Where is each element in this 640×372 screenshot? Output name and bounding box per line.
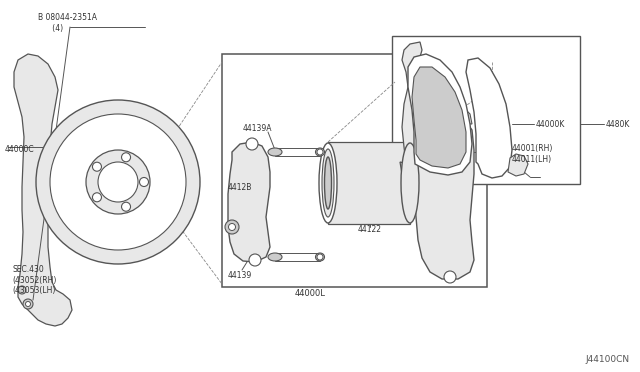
Polygon shape xyxy=(412,67,466,168)
Polygon shape xyxy=(400,42,422,180)
Polygon shape xyxy=(408,54,472,175)
Circle shape xyxy=(228,224,236,231)
Ellipse shape xyxy=(316,148,324,156)
Ellipse shape xyxy=(401,143,419,223)
Polygon shape xyxy=(466,58,512,178)
Text: 44000K: 44000K xyxy=(536,119,565,128)
Ellipse shape xyxy=(268,148,282,156)
Ellipse shape xyxy=(322,149,334,217)
Polygon shape xyxy=(430,102,472,124)
Text: 44139: 44139 xyxy=(228,270,252,279)
Circle shape xyxy=(444,271,456,283)
Text: 44122: 44122 xyxy=(358,224,382,234)
Circle shape xyxy=(86,150,150,214)
Bar xyxy=(328,142,410,224)
Text: B 08044-2351A
      (4): B 08044-2351A (4) xyxy=(38,13,97,33)
Circle shape xyxy=(122,153,131,162)
Circle shape xyxy=(317,254,323,260)
Polygon shape xyxy=(14,54,72,326)
Ellipse shape xyxy=(268,253,282,261)
Text: 4412B: 4412B xyxy=(228,183,252,192)
Polygon shape xyxy=(414,110,474,279)
Text: 44001(RH)
44011(LH): 44001(RH) 44011(LH) xyxy=(512,144,554,164)
Polygon shape xyxy=(228,142,270,262)
Ellipse shape xyxy=(319,143,337,223)
Circle shape xyxy=(50,114,186,250)
Ellipse shape xyxy=(324,157,332,209)
Text: SEC.430
(43052(RH)
(43053(LH): SEC.430 (43052(RH) (43053(LH) xyxy=(12,265,56,295)
Text: 44000C: 44000C xyxy=(5,144,35,154)
Circle shape xyxy=(225,220,239,234)
Circle shape xyxy=(249,254,261,266)
Polygon shape xyxy=(508,154,528,176)
Circle shape xyxy=(36,100,200,264)
Circle shape xyxy=(18,286,26,294)
Circle shape xyxy=(23,299,33,309)
Ellipse shape xyxy=(316,253,324,261)
Text: 44000L: 44000L xyxy=(294,289,325,298)
Circle shape xyxy=(92,162,102,171)
Bar xyxy=(392,36,580,184)
Bar xyxy=(222,54,487,287)
Circle shape xyxy=(98,162,138,202)
Circle shape xyxy=(122,202,131,211)
Circle shape xyxy=(26,301,31,307)
Circle shape xyxy=(140,177,148,186)
Text: 4480K: 4480K xyxy=(606,119,630,128)
Circle shape xyxy=(92,193,102,202)
Circle shape xyxy=(444,108,456,120)
Text: 44139A: 44139A xyxy=(243,124,273,132)
Text: J44100CN: J44100CN xyxy=(586,356,630,365)
Circle shape xyxy=(246,138,258,150)
Circle shape xyxy=(317,149,323,155)
